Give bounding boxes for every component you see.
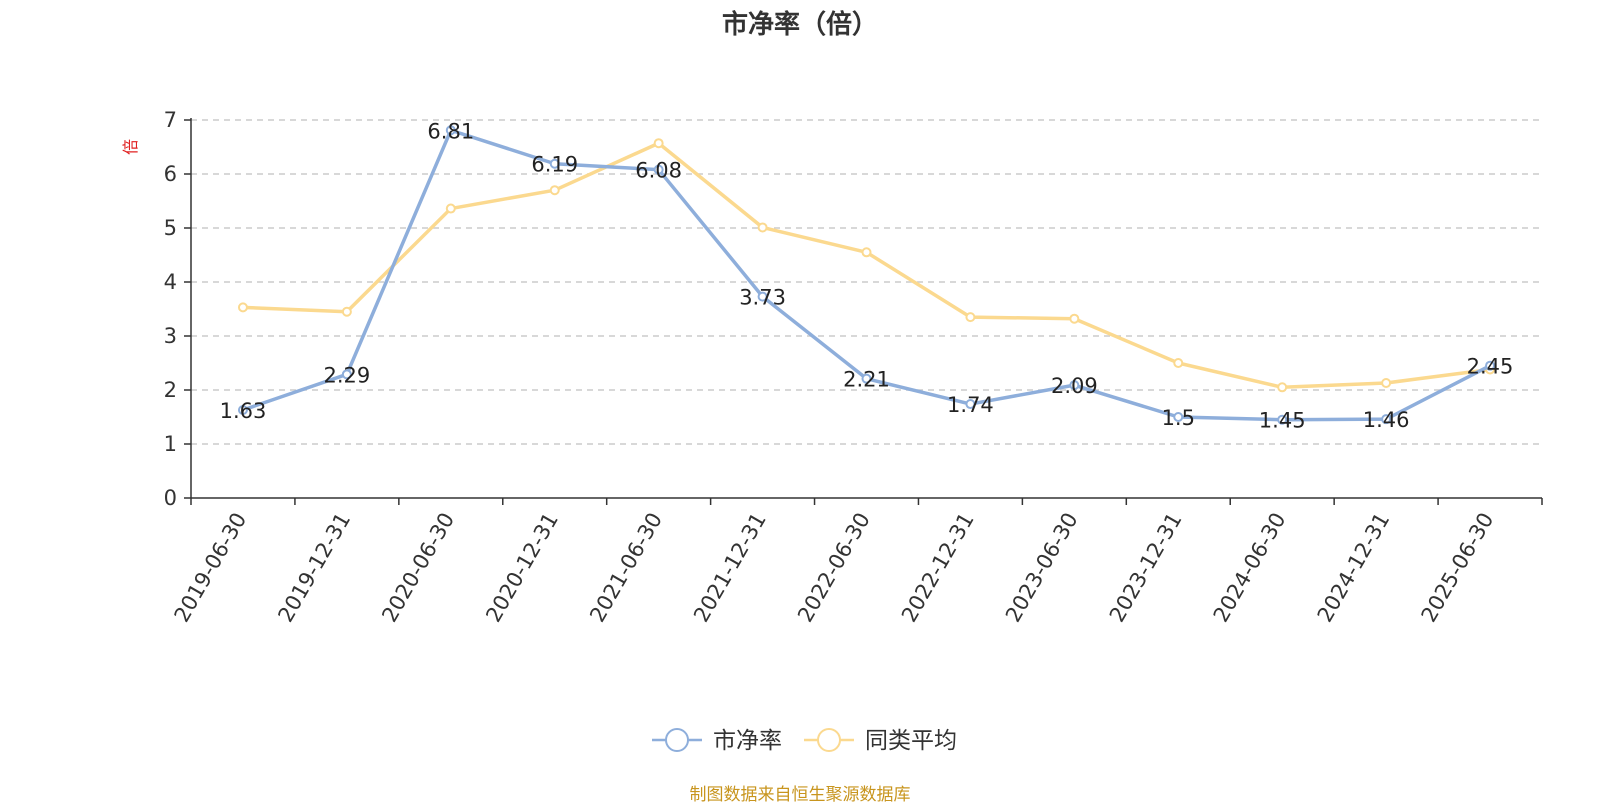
data-point xyxy=(1381,377,1392,388)
x-tick-label: 2024-12-31 xyxy=(1313,509,1395,627)
series-lines xyxy=(237,125,1496,425)
data-point xyxy=(653,164,664,175)
y-tick-label: 5 xyxy=(164,216,177,240)
y-tick-label: 4 xyxy=(164,270,177,294)
data-point xyxy=(757,222,768,233)
data-label: 2.21 xyxy=(843,368,890,392)
legend[interactable]: 市净率 同类平均 xyxy=(652,728,957,754)
y-tick-label: 6 xyxy=(164,162,177,186)
data-labels: 1.63 2.29 6.81 6.19 6.08 3.73 2.21 1.74 2.09 1.5 1… xyxy=(220,119,1514,432)
data-label: 2.09 xyxy=(1051,374,1098,398)
y-tick-label: 2 xyxy=(164,378,177,402)
y-axis-label: 倍 xyxy=(121,139,140,155)
data-point xyxy=(861,373,872,384)
legend-label: 同类平均 xyxy=(865,728,957,754)
legend-item[interactable]: 市净率 xyxy=(652,728,782,754)
data-point xyxy=(1277,414,1288,425)
legend-label: 市净率 xyxy=(713,728,782,754)
grid-lines xyxy=(191,119,1542,445)
x-tick-label: 2024-06-30 xyxy=(1209,509,1291,627)
source-note: 制图数据来自恒生聚源数据库 xyxy=(689,785,911,805)
data-label: 1.5 xyxy=(1162,406,1195,430)
data-point xyxy=(341,306,352,317)
x-tick-label: 2023-12-31 xyxy=(1105,509,1187,627)
data-label: 1.45 xyxy=(1259,409,1306,433)
data-label: 1.74 xyxy=(947,393,994,417)
data-label: 2.29 xyxy=(324,363,371,387)
data-label: 6.19 xyxy=(531,153,578,177)
data-label: 1.46 xyxy=(1363,408,1410,432)
data-label: 6.08 xyxy=(635,159,682,183)
data-point xyxy=(1485,360,1496,371)
data-point xyxy=(341,369,352,380)
data-point xyxy=(1069,313,1080,324)
data-point xyxy=(1173,412,1184,422)
data-point xyxy=(549,158,560,169)
data-point xyxy=(757,291,768,302)
data-point xyxy=(1069,380,1080,391)
data-point xyxy=(1277,382,1288,393)
data-point xyxy=(445,203,456,214)
data-point xyxy=(965,312,976,323)
y-tick-label: 7 xyxy=(164,108,177,132)
chart-title: 市净率（倍） xyxy=(721,10,878,40)
x-tick-label: 2025-06-30 xyxy=(1417,509,1499,627)
y-tick-label: 0 xyxy=(164,486,177,510)
data-point xyxy=(653,138,664,149)
data-label: 3.73 xyxy=(739,286,786,310)
data-point xyxy=(965,399,976,410)
x-tick-label: 2021-12-31 xyxy=(689,509,771,627)
data-point xyxy=(445,125,456,136)
legend-item[interactable]: 同类平均 xyxy=(804,728,957,754)
y-tick-label: 3 xyxy=(164,324,177,348)
data-point xyxy=(237,404,248,415)
legend-marker xyxy=(665,728,689,752)
legend-marker xyxy=(817,728,841,752)
data-point xyxy=(861,247,872,258)
x-tick-label: 2022-12-31 xyxy=(897,509,979,627)
data-point xyxy=(1173,358,1184,368)
y-tick-label: 1 xyxy=(164,432,177,456)
data-point xyxy=(237,302,248,313)
data-label: 6.81 xyxy=(427,119,474,143)
x-tick-label: 2020-06-30 xyxy=(377,509,459,627)
x-tick-label: 2022-06-30 xyxy=(793,509,875,627)
x-tick-label: 2019-06-30 xyxy=(169,509,251,627)
x-tick-label: 2019-12-31 xyxy=(273,509,355,627)
x-tick-label: 2021-06-30 xyxy=(585,509,667,627)
data-point xyxy=(549,185,560,196)
data-point xyxy=(1381,414,1392,425)
data-label: 2.45 xyxy=(1467,355,1514,379)
x-tick-label: 2023-06-30 xyxy=(1001,509,1083,627)
data-label: 1.63 xyxy=(220,399,267,423)
x-tick-label: 2020-12-31 xyxy=(481,509,563,627)
